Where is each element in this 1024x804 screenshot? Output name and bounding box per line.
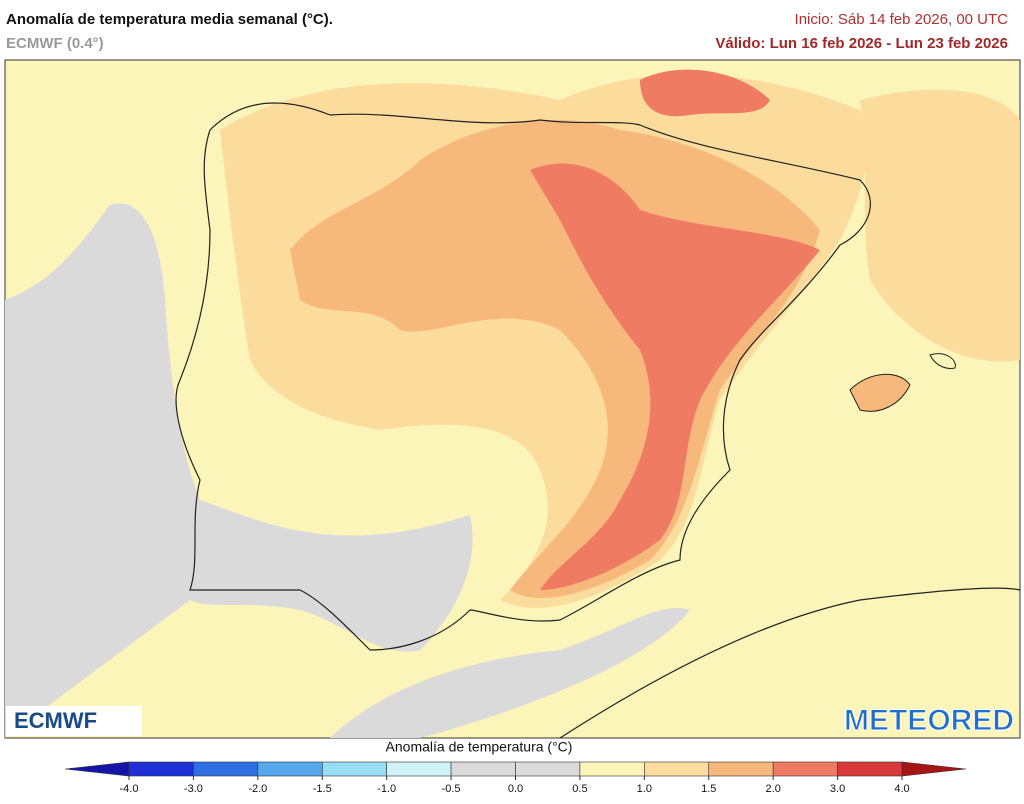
colorbar-segment [772, 761, 838, 777]
colorbar-tick-label: 3.0 [830, 783, 845, 795]
colorbar-segment [515, 761, 581, 777]
colorbar-title: Anomalía de temperatura (°C) [386, 739, 573, 755]
colorbar-tick-label: -1.5 [313, 783, 332, 795]
moderate-anomaly-east [860, 89, 1020, 362]
colorbar-segment [386, 761, 452, 777]
colorbar-segment [837, 761, 903, 777]
colorbar-tick-label: -1.0 [377, 783, 396, 795]
colorbar-tick-label: 0.5 [572, 783, 587, 795]
meteored-logo: METEORED [844, 704, 1014, 737]
negative-anomaly-atlantic [5, 203, 473, 739]
colorbar-tick-label: 1.0 [637, 783, 652, 795]
colorbar-tick-label: -4.0 [120, 783, 139, 795]
ecmwf-logo: ECMWF [14, 708, 97, 733]
colorbar-tick-label: -2.0 [248, 783, 267, 795]
title: Anomalía de temperatura media semanal (°… [6, 11, 333, 28]
colorbar-segment [708, 761, 774, 777]
very-high-anomaly-north [640, 69, 770, 117]
colorbar-segment [450, 761, 516, 777]
colorbar-over [901, 761, 967, 777]
ecmwf-logo-box [6, 706, 142, 736]
menorca [929, 353, 956, 369]
africa-coastline [559, 587, 1021, 739]
valid-time: Válido: Lun 16 feb 2026 - Lun 23 feb 202… [715, 35, 1008, 52]
colorbar-segment [321, 761, 387, 777]
iberia-coastline [175, 102, 871, 651]
colorbar-under [64, 761, 130, 777]
colorbar-tick-label: -0.5 [442, 783, 461, 795]
colorbar-segment [193, 761, 259, 777]
mallorca [849, 373, 911, 412]
colorbar: -4.0 -3.0 -2.0 -1.5 -1.0 -0.5 0.0 0.5 1.0 1.5 2.0 3… [64, 761, 967, 795]
colorbar-tick-label: 0.0 [508, 783, 523, 795]
colorbar-tick-label: 2.0 [766, 783, 781, 795]
model: ECMWF (0.4°) [6, 35, 104, 52]
negative-anomaly-alboran [330, 608, 690, 738]
colorbar-segment [128, 761, 194, 777]
colorbar-segment [257, 761, 323, 777]
colorbar-tick-label: 4.0 [894, 783, 909, 795]
init-time: Inicio: Sáb 14 feb 2026, 00 UTC [795, 11, 1009, 28]
very-high-anomaly [530, 163, 820, 590]
colorbar-segment [644, 761, 710, 777]
colorbar-tick-label: 1.5 [701, 783, 716, 795]
colorbar-segment [579, 761, 645, 777]
map [4, 59, 1021, 739]
colorbar-tick-label: -3.0 [184, 783, 203, 795]
